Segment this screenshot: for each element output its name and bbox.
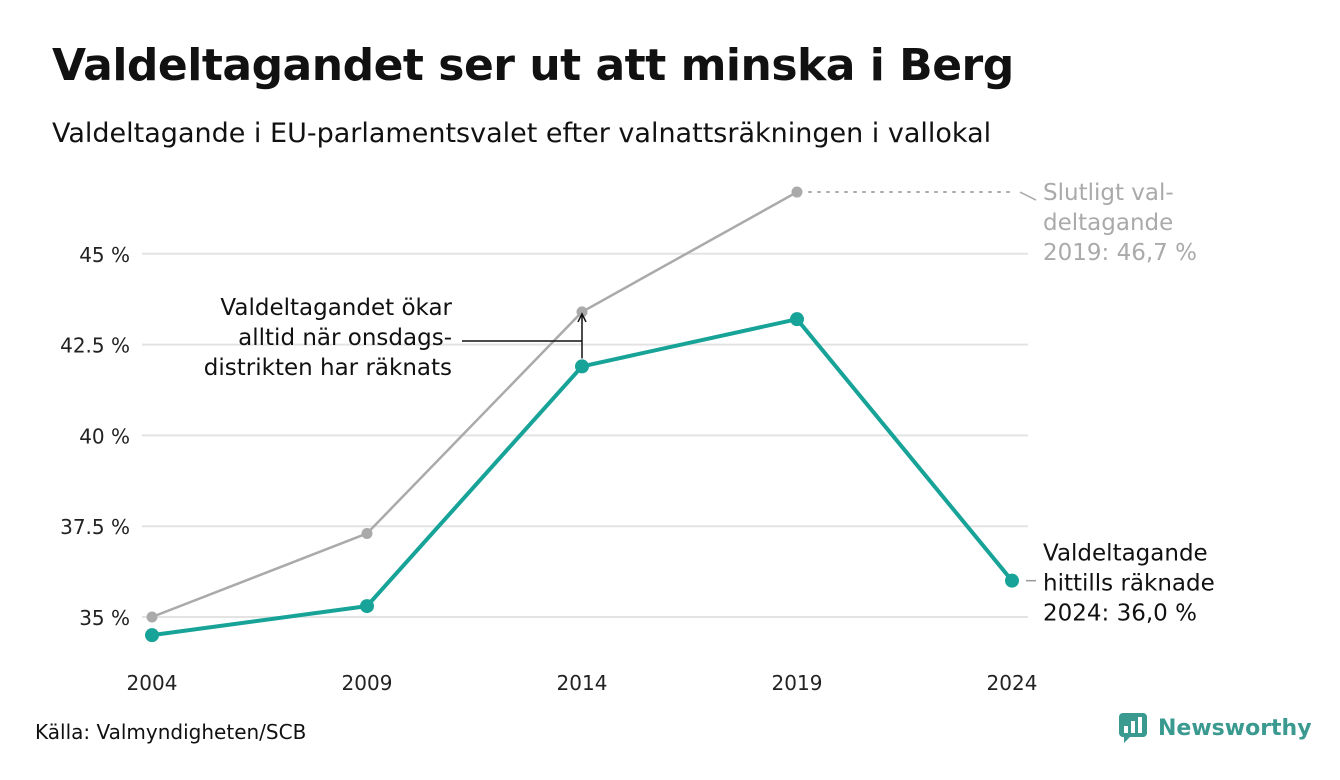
counted-label-line: 2024: 36,0 %: [1043, 601, 1197, 627]
counted-label-line: hittills räknade: [1043, 571, 1215, 597]
chart-title: Valdeltagandet ser ut att minska i Berg: [52, 40, 1014, 91]
x-tick-label: 2019: [772, 671, 823, 695]
final-label-line: 2019: 46,7 %: [1043, 240, 1197, 266]
data-point-counted-2004: [145, 628, 159, 643]
y-tick-label: 40 %: [79, 424, 130, 448]
data-point-counted-2014: [575, 359, 589, 374]
data-point-final-2019: [791, 186, 803, 198]
x-tick-label: 2014: [557, 671, 608, 695]
data-point-final-2004: [146, 611, 158, 623]
series-lines: [145, 186, 1019, 643]
annotations: Slutligt val-deltagande 2019: 46,7 % Vald…: [204, 180, 1215, 627]
x-tick-label: 2004: [127, 671, 178, 695]
final-label-tick: [1019, 191, 1037, 201]
x-tick-label: 2024: [987, 671, 1038, 695]
series-line-final: [151, 190, 798, 619]
y-tick-label: 42.5 %: [60, 334, 130, 358]
wednesday-note-line: distrikten har räknats: [204, 355, 452, 381]
data-point-counted-2024: [1005, 573, 1019, 588]
wednesday-note-line: alltid när onsdags-: [238, 325, 452, 351]
x-axis-ticks: 2004 2009 2014 2019 2024: [127, 671, 1038, 695]
final-label-line: deltagande: [1043, 210, 1173, 236]
counted-turnout-annotation: Valdeltagande hittills räknade 2024: 36,0 …: [1043, 541, 1215, 627]
data-point-final-2009: [361, 527, 373, 539]
brand-name: Newsworthy: [1158, 715, 1312, 741]
wednesday-districts-annotation: Valdeltagandet ökar alltid när onsdags-di…: [204, 295, 453, 381]
data-point-counted-2009: [360, 599, 374, 614]
y-tick-label: 35 %: [79, 606, 130, 630]
chart-subtitle: Valdeltagande i EU-parlamentsvalet efter…: [52, 118, 992, 149]
x-tick-label: 2009: [342, 671, 393, 695]
data-point-counted-2019: [790, 312, 804, 327]
source-note: Källa: Valmyndigheten/SCB: [35, 720, 307, 744]
y-tick-label: 45 %: [79, 243, 130, 267]
brand-logo[interactable]: Newsworthy: [1118, 712, 1312, 744]
final-turnout-annotation: Slutligt val-deltagande 2019: 46,7 %: [1043, 180, 1197, 266]
y-axis-ticks: 35 % 37.5 % 40 % 42.5 % 45 %: [60, 243, 130, 630]
counted-label-line: Valdeltagande: [1043, 541, 1208, 567]
data-point-final-2014: [576, 306, 588, 318]
wednesday-note-line: Valdeltagandet ökar: [220, 295, 452, 321]
final-label-line: Slutligt val-: [1043, 180, 1174, 206]
y-tick-label: 37.5 %: [60, 515, 130, 539]
newsworthy-logo-icon: [1119, 713, 1147, 743]
wednesday-note-arrowhead: [577, 312, 587, 323]
